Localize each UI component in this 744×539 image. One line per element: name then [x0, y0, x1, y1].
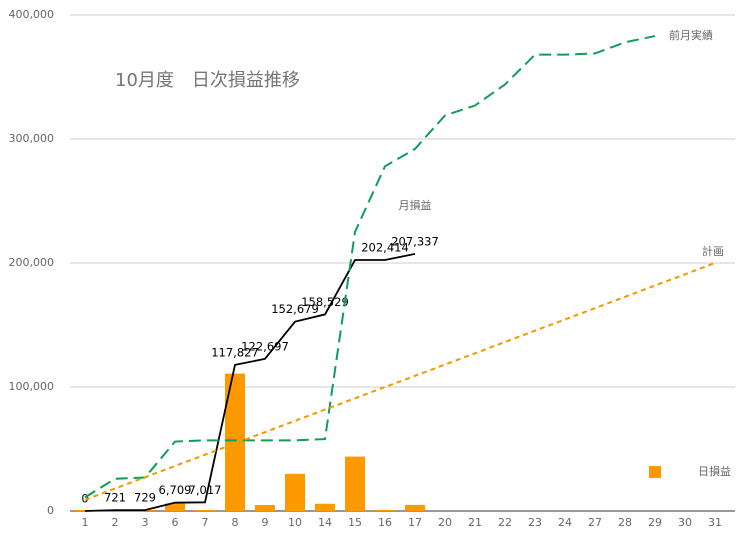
- x-tick-label: 15: [348, 516, 362, 529]
- y-tick-label: 0: [47, 504, 54, 517]
- data-label: 117,827: [211, 345, 259, 359]
- y-tick-label: 300,000: [9, 132, 55, 145]
- data-label: 202,414: [361, 241, 409, 255]
- y-tick-label: 200,000: [9, 256, 55, 269]
- y-tick-label: 400,000: [9, 8, 55, 21]
- x-tick-label: 23: [528, 516, 542, 529]
- x-tick-label: 3: [142, 516, 149, 529]
- x-tick-label: 17: [408, 516, 422, 529]
- series-label: 計画: [702, 244, 724, 258]
- x-tick-label: 10: [288, 516, 302, 529]
- x-tick-label: 31: [708, 516, 722, 529]
- bar: [255, 504, 275, 511]
- bar: [315, 503, 335, 511]
- line: [84, 253, 416, 512]
- data-label: 721: [104, 491, 126, 505]
- x-tick-label: 21: [468, 516, 482, 529]
- bar: [225, 373, 245, 511]
- bar: [285, 473, 305, 511]
- y-tick-label: 100,000: [9, 380, 55, 393]
- x-tick-label: 1: [82, 516, 89, 529]
- x-tick-label: 16: [378, 516, 392, 529]
- x-tick-label: 27: [588, 516, 602, 529]
- data-label: 7,017: [189, 483, 222, 497]
- x-tick-label: 7: [202, 516, 209, 529]
- x-tick-label: 28: [618, 516, 632, 529]
- data-label: 152,679: [271, 302, 319, 316]
- data-label: 0: [81, 492, 88, 506]
- bar: [345, 456, 365, 511]
- data-label: 729: [134, 491, 156, 505]
- x-tick-label: 30: [678, 516, 692, 529]
- line: [84, 262, 716, 501]
- bar: [375, 510, 395, 511]
- bar: [165, 503, 185, 511]
- data-label: 207,337: [391, 234, 439, 248]
- bar: [195, 510, 215, 511]
- data-label: 122,697: [241, 339, 289, 353]
- x-tick-label: 14: [318, 516, 332, 529]
- x-tick-label: 6: [172, 516, 179, 529]
- x-tick-label: 8: [232, 516, 239, 529]
- x-tick-label: 22: [498, 516, 512, 529]
- bar: [405, 504, 425, 511]
- x-tick-label: 24: [558, 516, 572, 529]
- line: [84, 35, 656, 499]
- chart-title: 10月度 日次損益推移: [115, 70, 300, 91]
- legend-label: 日損益: [698, 464, 731, 478]
- series-label: 月損益: [399, 198, 432, 212]
- x-tick-label: 9: [262, 516, 269, 529]
- x-tick-label: 29: [648, 516, 662, 529]
- legend-swatch: [649, 466, 661, 478]
- series-label: 前月実績: [669, 28, 713, 42]
- x-tick-label: 2: [112, 516, 119, 529]
- data-label: 158,529: [301, 295, 349, 309]
- x-tick-label: 20: [438, 516, 452, 529]
- data-label: 6,709: [159, 483, 192, 497]
